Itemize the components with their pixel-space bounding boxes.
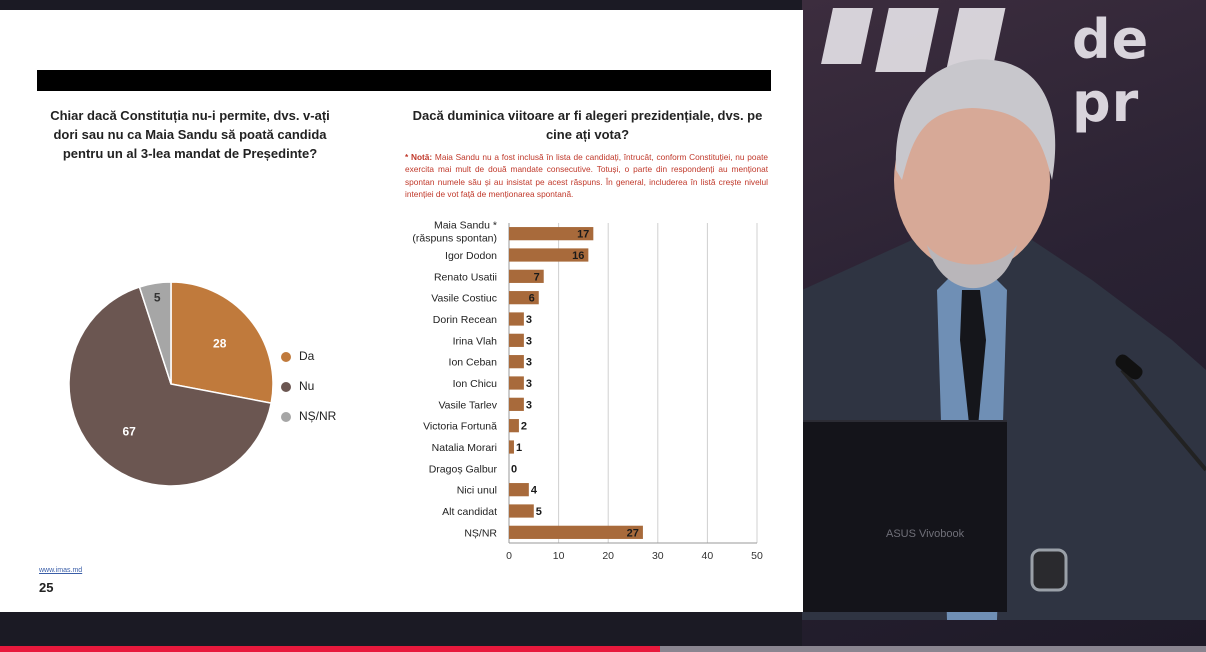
slide-header-bar: [37, 70, 771, 91]
chart-note-label: * Notă:: [405, 152, 433, 162]
bar-data-label: 16: [572, 250, 584, 262]
bar-data-label: 5: [536, 506, 542, 518]
bar-data-label: 27: [627, 527, 639, 539]
bar: [509, 397, 524, 411]
category-label: Maia Sandu *: [434, 220, 497, 232]
microphone-stand: [1120, 368, 1206, 472]
presenter-hair: [895, 59, 1056, 180]
chart-note: * Notă: Maia Sandu nu a fost inclusă în …: [405, 151, 768, 201]
category-label: Irina Vlah: [453, 335, 498, 347]
x-tick-label: 0: [506, 550, 512, 562]
bar: [509, 227, 594, 241]
legend-swatch: [281, 352, 291, 362]
laptop-brand: ASUS Vivobook: [886, 528, 965, 540]
pie-chart: 28 67 5: [68, 281, 274, 487]
bar-data-label: 3: [526, 399, 532, 411]
ticker-bar-red: [0, 646, 660, 652]
pie-data-label: 5: [154, 290, 161, 304]
bar-data-label: 3: [526, 378, 532, 390]
category-label: Ion Chicu: [453, 378, 498, 390]
x-tick-label: 40: [702, 550, 714, 562]
bar-data-label: 2: [521, 421, 527, 433]
bar-data-label: 6: [529, 293, 535, 305]
category-label: (răspuns spontan): [412, 233, 497, 245]
category-label: Natalia Morari: [432, 442, 497, 454]
legend-label: Da: [299, 349, 315, 363]
bar-data-label: 1: [516, 442, 522, 454]
bar: [509, 333, 524, 347]
category-label: Ion Ceban: [449, 357, 498, 369]
presenter-illustration: [802, 59, 1206, 620]
presenter-beard: [927, 245, 1017, 289]
bar-data-label: 0: [511, 463, 517, 475]
category-label: Renato Usatii: [434, 271, 497, 283]
chart-note-text: Maia Sandu nu a fost inclusă în lista de…: [405, 152, 768, 200]
category-label: Victoria Fortună: [423, 421, 497, 433]
presenter-tie: [960, 290, 986, 470]
pie-data-label: 28: [213, 337, 227, 351]
source-link[interactable]: www.imas.md: [39, 567, 83, 574]
category-label: Igor Dodon: [445, 250, 497, 262]
category-label: Alt candidat: [442, 506, 497, 518]
page-number: 25: [39, 580, 54, 595]
bar: [509, 525, 643, 539]
studio-background: de pr ASUS Vivobook: [802, 0, 1206, 652]
category-label: Dorin Recean: [433, 314, 497, 326]
legend-swatch: [281, 412, 291, 422]
presenter-watch: [1030, 548, 1068, 592]
bar: [509, 355, 524, 369]
legend-label: NȘ/NR: [299, 409, 337, 423]
x-tick-label: 50: [751, 550, 763, 562]
bar-data-label: 3: [526, 314, 532, 326]
bar: [509, 269, 544, 283]
bar-data-label: 7: [534, 271, 540, 283]
bar: [509, 440, 514, 454]
legend-label: Nu: [299, 379, 315, 393]
bar-chart-question: Dacă duminica viitoare ar fi alegeri pre…: [412, 108, 763, 142]
category-label: NȘ/NR: [464, 527, 497, 539]
bar: [509, 376, 524, 390]
laptop: ASUS Vivobook: [802, 420, 1007, 612]
x-tick-label: 20: [602, 550, 614, 562]
x-tick-label: 10: [553, 550, 565, 562]
bar: [509, 419, 519, 433]
bar-data-label: 4: [531, 485, 538, 497]
bar-data-label: 3: [526, 357, 532, 369]
pie-slice: [170, 281, 274, 404]
bar: [509, 504, 534, 518]
x-tick-label: 30: [652, 550, 664, 562]
presenter-head: [894, 88, 1050, 272]
bar: [509, 291, 539, 305]
legend-swatch: [281, 382, 291, 392]
category-label: Vasile Costiuc: [431, 293, 497, 305]
bar-data-label: 17: [577, 229, 589, 241]
microphone: [1115, 354, 1143, 380]
bar: [509, 312, 524, 326]
bar: [509, 248, 589, 262]
pie-chart-question: Chiar dacă Constituția nu-i permite, dvs…: [50, 108, 330, 161]
bar-data-label: 3: [526, 335, 532, 347]
category-label: Dragoș Galbur: [429, 463, 498, 475]
presentation-slide: Chiar dacă Constituția nu-i permite, dvs…: [0, 10, 803, 612]
pie-slice: [68, 286, 273, 487]
category-label: Nici unul: [457, 485, 497, 497]
studio-logo: de pr: [1072, 8, 1150, 134]
bar: [509, 483, 529, 497]
pie-slice: [138, 281, 172, 385]
pie-data-label: 67: [122, 424, 136, 438]
category-label: Vasile Tarlev: [438, 399, 497, 411]
ticker-bar-grey: [660, 646, 1206, 652]
